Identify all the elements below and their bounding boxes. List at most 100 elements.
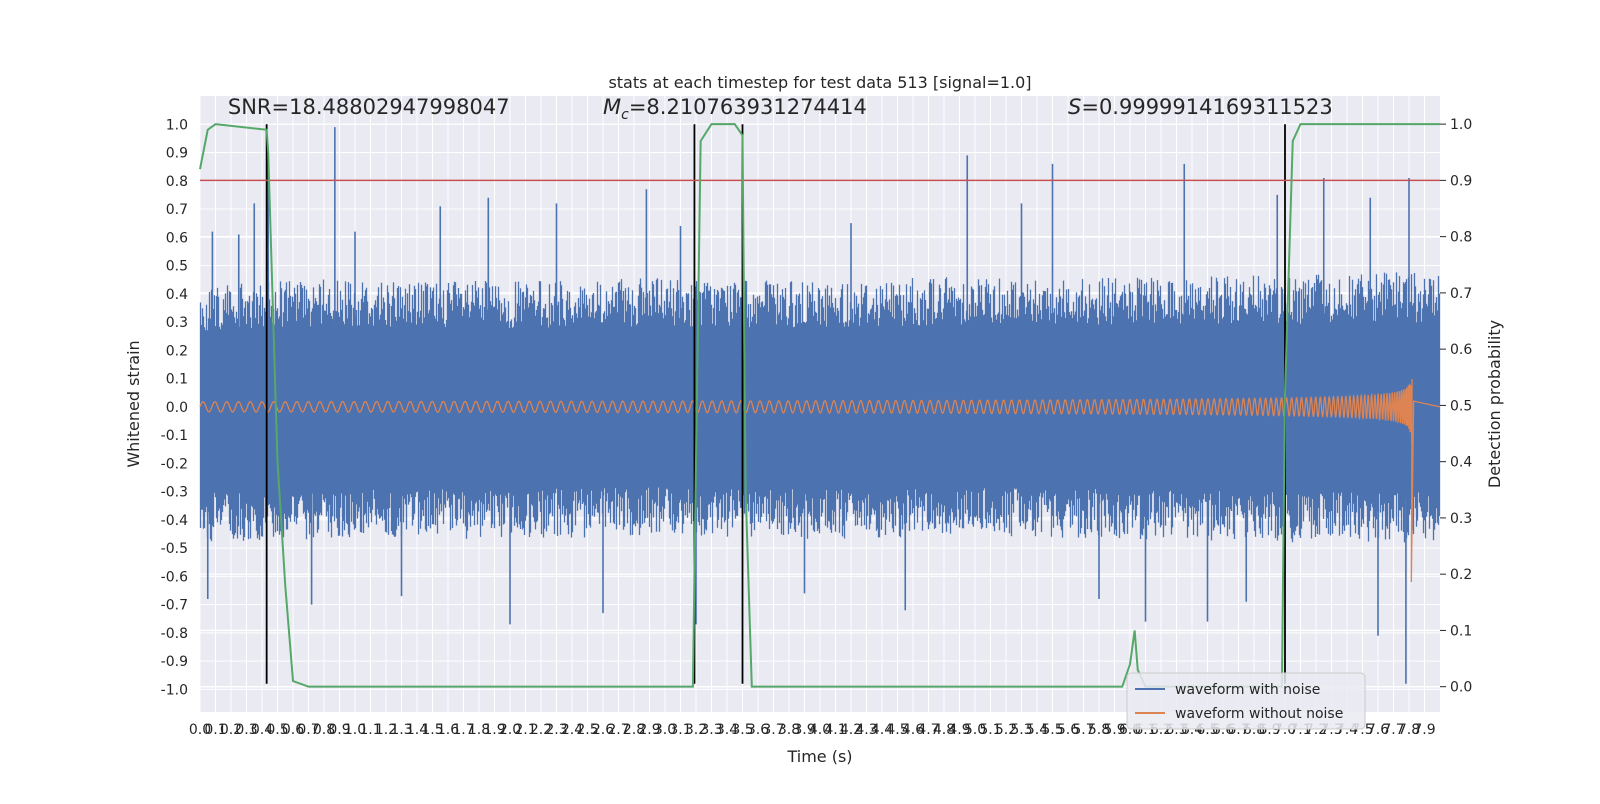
series-waveform-without-noise	[199, 379, 1441, 583]
y-tick-label: -0.7	[161, 598, 188, 614]
chart-title: stats at each timestep for test data 513…	[608, 73, 1031, 92]
x-tick-label: 1.5	[421, 722, 443, 738]
x-tick-label: 0.3	[235, 722, 257, 738]
x-tick-label: 0.0	[189, 722, 211, 738]
x-tick-label: 7.7	[1382, 722, 1404, 738]
legend-label: waveform with noise	[1175, 682, 1320, 698]
x-tick-label: 5.3	[1010, 722, 1032, 738]
legend-label: waveform without noise	[1175, 706, 1343, 722]
x-tick-label: 2.0	[499, 722, 521, 738]
y-tick-label: -0.4	[161, 513, 188, 529]
x-tick-label: 5.7	[1072, 722, 1094, 738]
x-tick-label: 4.1	[824, 722, 846, 738]
legend-box	[1126, 672, 1366, 730]
x-tick-label: 0.2	[220, 722, 242, 738]
x-tick-label: 3.9	[793, 722, 815, 738]
x-tick-label: 0.5	[266, 722, 288, 738]
x-tick-label: 0.9	[328, 722, 350, 738]
x-tick-label: 5.5	[1041, 722, 1063, 738]
y2-tick-label: 0.9	[1450, 173, 1472, 189]
annotation-text: Mc=8.210763931274414	[603, 95, 867, 123]
x-tick-label: 4.0	[809, 722, 831, 738]
y2-tick-label: 0.7	[1450, 286, 1472, 302]
y2-tick-labels: 0.0 0.1 0.2 0.3 0.4 0.5 0.6 0.7 0.8 0.9 1.0	[1440, 117, 1472, 696]
annotations: SNR=18.48802947998047 Mc=8.21076393127441…	[228, 95, 1333, 123]
y-tick-label: 0.3	[166, 315, 188, 331]
y-tick-label: 0.1	[166, 372, 188, 388]
x-tick-label: 3.4	[716, 722, 738, 738]
y-tick-label: -0.8	[161, 626, 188, 642]
x-axis-label: Time (s)	[786, 747, 852, 766]
x-tick-label: 5.6	[1057, 722, 1079, 738]
x-tick-label: 4.5	[886, 722, 908, 738]
x-tick-label: 7.9	[1413, 722, 1435, 738]
y-tick-label: -1.0	[161, 682, 188, 698]
x-tick-label: 4.6	[902, 722, 924, 738]
probability-line	[199, 123, 1440, 688]
x-tick-label: 4.9	[948, 722, 970, 738]
x-tick-label: 1.8	[468, 722, 490, 738]
y-tick-label: -0.6	[161, 569, 188, 585]
legend: waveform with noise waveform without nois…	[1126, 672, 1366, 730]
x-tick-label: 2.4	[561, 722, 583, 738]
y-tick-label: -0.1	[161, 428, 188, 444]
x-tick-label: 5.9	[1103, 722, 1125, 738]
x-tick-label: 1.1	[359, 722, 381, 738]
x-tick-label: 3.0	[654, 722, 676, 738]
x-tick-label: 5.4	[1026, 722, 1048, 738]
x-tick-label: 2.7	[607, 722, 629, 738]
x-tick-label: 3.1	[669, 722, 691, 738]
chirp-line	[199, 379, 1441, 583]
y2-tick-label: 0.2	[1450, 567, 1472, 583]
x-tick-label: 5.0	[964, 722, 986, 738]
annotation-value: =8.210763931274414	[629, 95, 867, 119]
annotation-subscript: c	[621, 107, 629, 123]
x-tick-label: 1.6	[437, 722, 459, 738]
annotation-symbol: S	[1068, 95, 1081, 119]
y-axis-label: Whitened strain	[124, 340, 143, 467]
x-tick-label: 7.8	[1398, 722, 1420, 738]
annotation-text: SNR=18.48802947998047	[228, 95, 510, 119]
y-tick-label: 0.9	[166, 146, 188, 162]
y2-axis-label: Detection probability	[1485, 320, 1504, 488]
x-tick-label: 7.6	[1367, 722, 1389, 738]
y-tick-label: 0.7	[166, 202, 188, 218]
annotation-value: =0.9999914169311523	[1081, 95, 1332, 119]
y-tick-label: 1.0	[166, 117, 188, 133]
y2-tick-label: 0.1	[1450, 623, 1472, 639]
x-tick-label: 0.1	[204, 722, 226, 738]
x-tick-label: 1.2	[375, 722, 397, 738]
x-tick-label: 3.8	[778, 722, 800, 738]
series-waveform-with-noise	[199, 127, 1441, 684]
x-tick-label: 1.0	[344, 722, 366, 738]
x-tick-label: 4.7	[917, 722, 939, 738]
x-tick-label: 0.6	[282, 722, 304, 738]
x-tick-label: 1.3	[390, 722, 412, 738]
x-tick-label: 4.3	[855, 722, 877, 738]
x-tick-label: 0.8	[313, 722, 335, 738]
y-tick-label: 0.2	[166, 343, 188, 359]
y2-tick-label: 0.8	[1450, 230, 1472, 246]
y-tick-label: 0.5	[166, 259, 188, 275]
annotation-symbol: M	[603, 95, 621, 119]
y-tick-label: -0.3	[161, 485, 188, 501]
y-tick-label: 0.4	[166, 287, 188, 303]
y2-tick-label: 0.5	[1450, 398, 1472, 414]
x-tick-label: 4.8	[933, 722, 955, 738]
y-tick-label: 0.0	[166, 400, 188, 416]
x-tick-label: 2.6	[592, 722, 614, 738]
x-tick-label: 2.8	[623, 722, 645, 738]
y-tick-label: -0.5	[161, 541, 188, 557]
y-tick-label: 0.8	[166, 174, 188, 190]
x-tick-label: 3.2	[685, 722, 707, 738]
y2-tick-label: 1.0	[1450, 117, 1472, 133]
y-tick-label: -0.2	[161, 456, 188, 472]
x-tick-label: 1.4	[406, 722, 428, 738]
x-tick-label: 0.7	[297, 722, 319, 738]
x-tick-label: 4.2	[840, 722, 862, 738]
x-tick-label: 5.2	[995, 722, 1017, 738]
y-tick-label: -0.9	[161, 654, 188, 670]
annotation-text: S=0.9999914169311523	[1068, 95, 1333, 119]
